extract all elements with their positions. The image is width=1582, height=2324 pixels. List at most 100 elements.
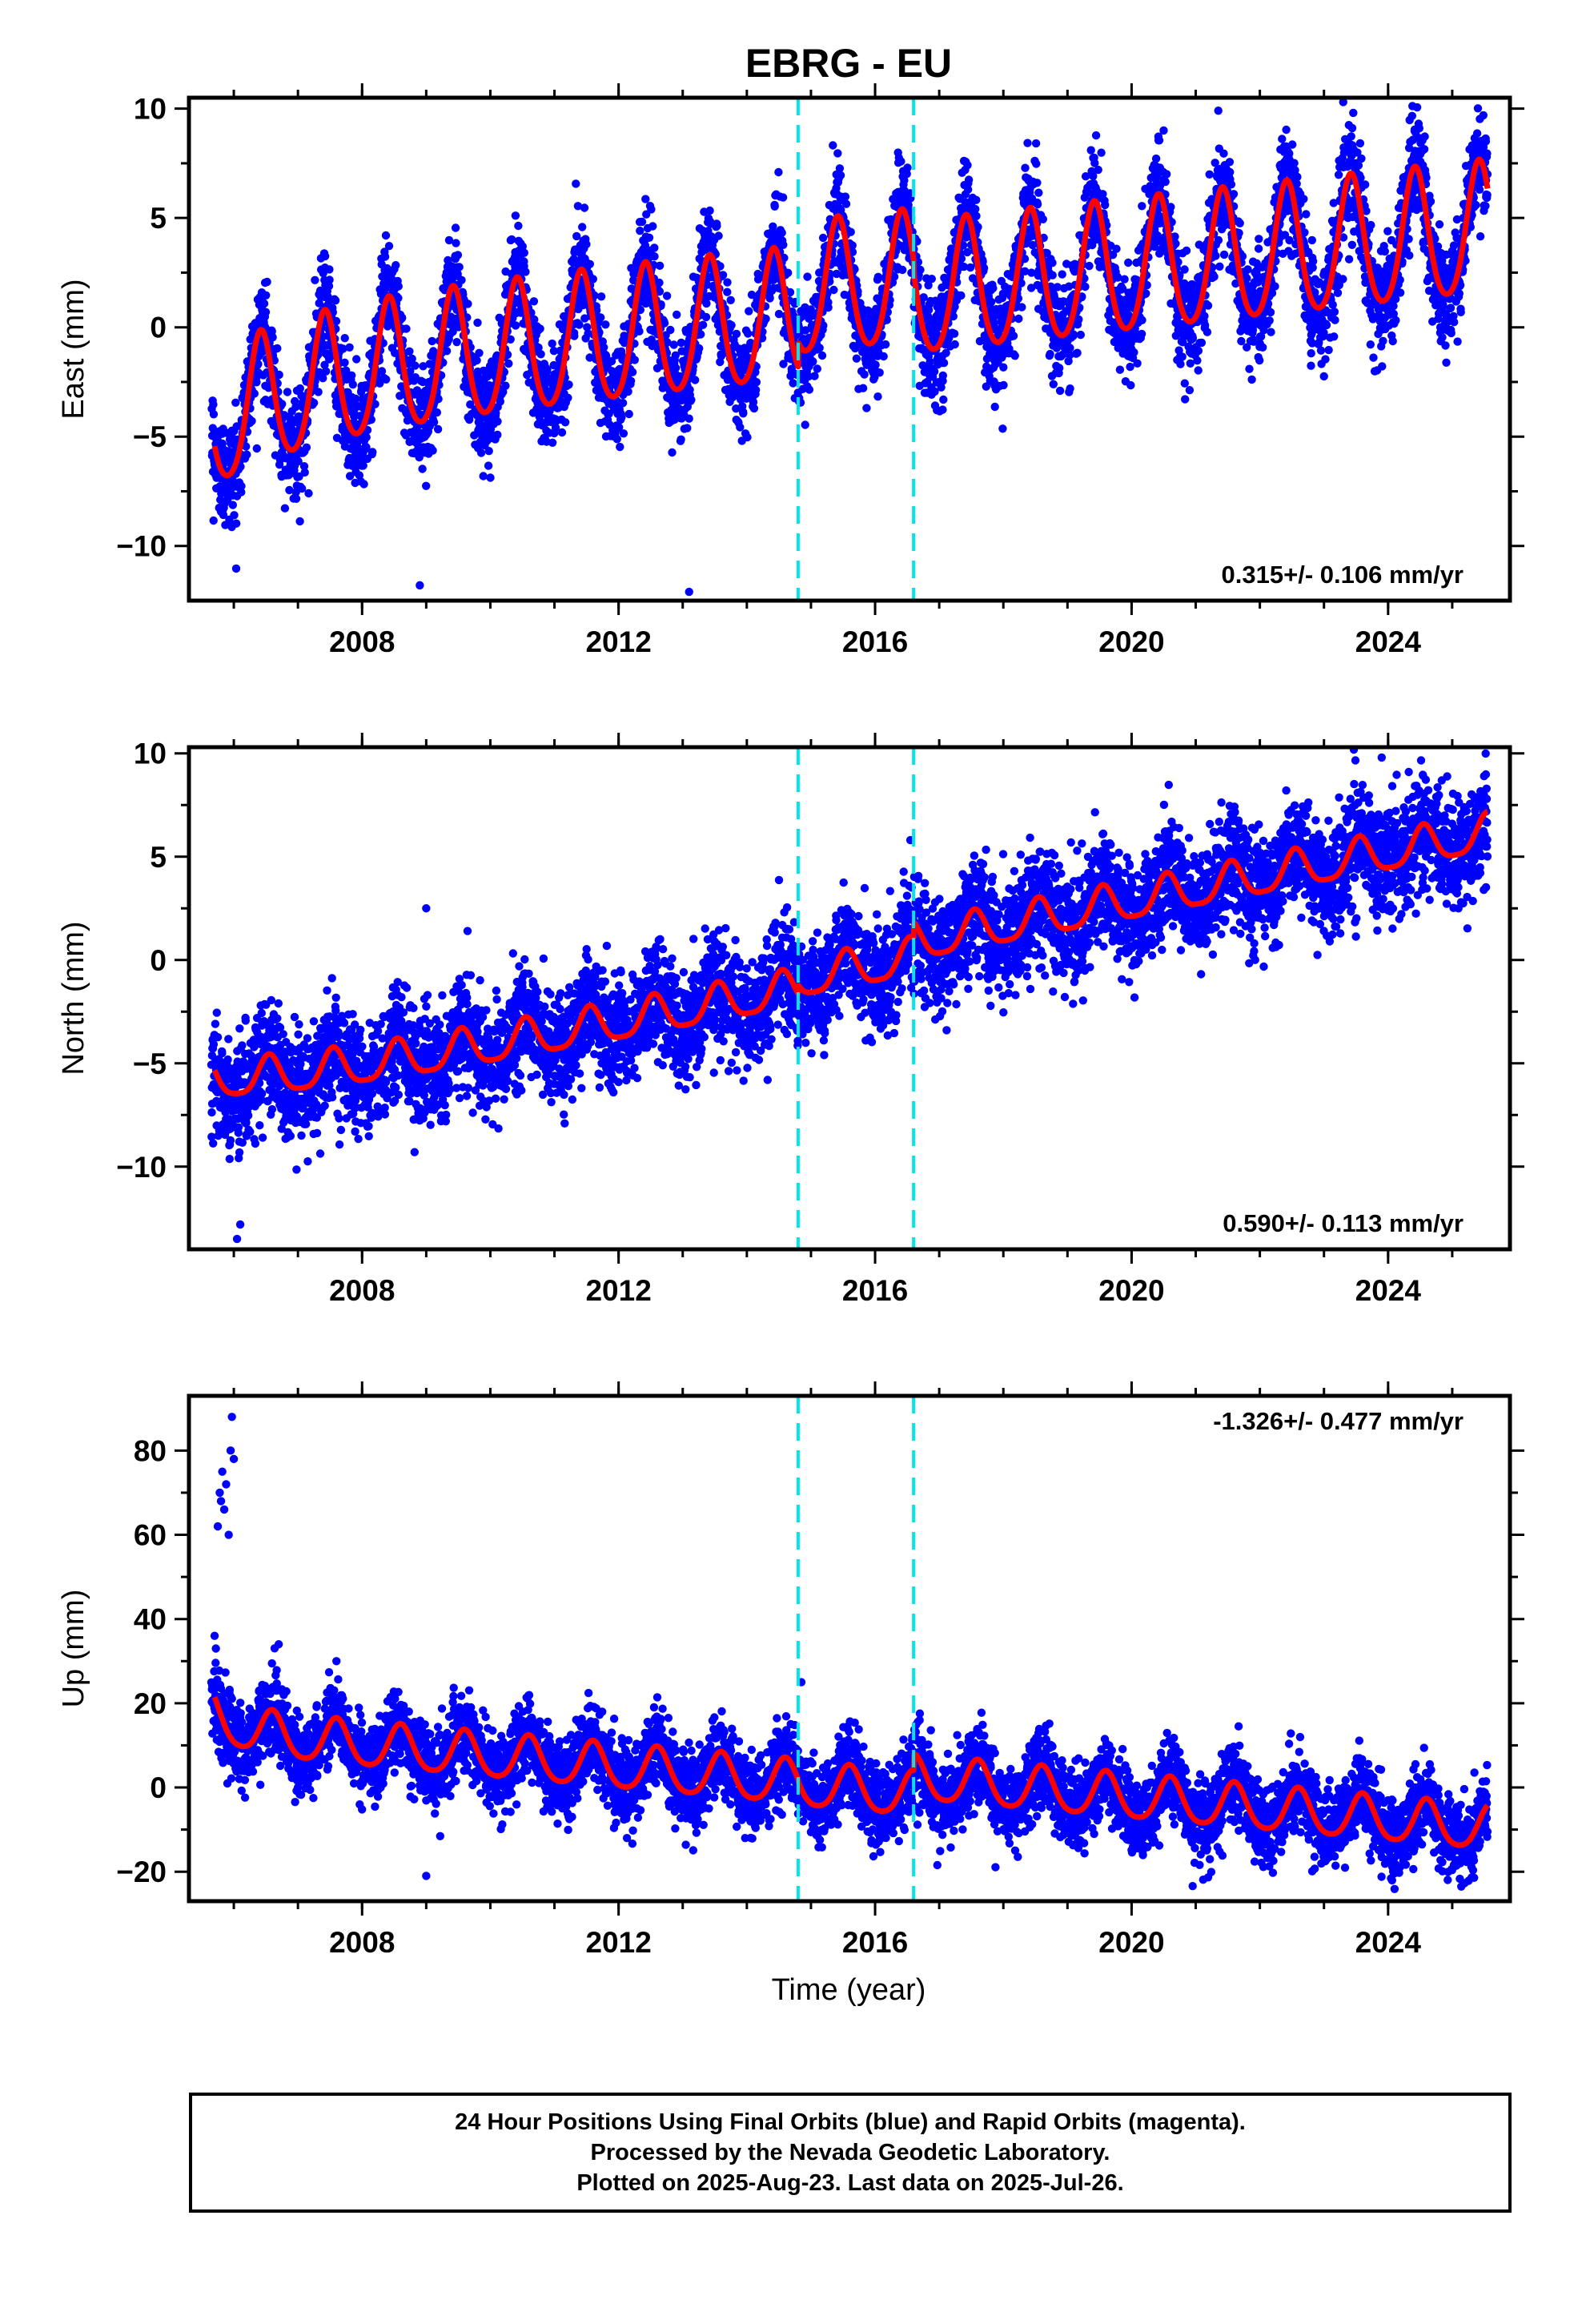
data-point — [283, 388, 292, 396]
data-point — [752, 378, 761, 387]
data-point — [520, 248, 528, 257]
data-point — [486, 473, 495, 482]
data-point — [262, 291, 271, 300]
data-point — [324, 282, 334, 291]
data-point — [1073, 348, 1082, 357]
data-point — [687, 396, 696, 404]
data-point — [612, 435, 621, 444]
data-point — [829, 285, 838, 295]
data-point — [784, 268, 793, 277]
data-point — [1203, 301, 1213, 310]
data-point — [974, 223, 982, 231]
data-point — [779, 240, 788, 249]
data-point — [285, 485, 294, 495]
data-point — [218, 439, 227, 448]
data-point — [267, 327, 276, 336]
data-point — [444, 235, 454, 245]
data-point — [1194, 346, 1203, 356]
data-point — [803, 272, 812, 281]
data-point — [1094, 165, 1102, 175]
data-point — [751, 385, 761, 395]
data-point — [1018, 303, 1026, 312]
data-point — [718, 271, 728, 279]
data-point — [778, 193, 788, 202]
data-point — [852, 354, 861, 363]
data-point — [557, 428, 567, 437]
data-point — [624, 387, 632, 396]
data-point — [429, 418, 439, 427]
data-point — [1081, 282, 1090, 292]
data-point — [618, 399, 628, 408]
data-point — [938, 405, 947, 414]
data-point — [319, 374, 327, 383]
data-point — [457, 275, 466, 284]
data-point — [637, 217, 647, 227]
data-point — [252, 378, 261, 387]
data-point — [453, 269, 462, 279]
data-point — [564, 393, 572, 402]
data-point — [304, 489, 313, 498]
data-point — [1193, 356, 1202, 365]
data-point — [473, 372, 483, 381]
data-point — [1151, 154, 1161, 163]
data-point — [1074, 315, 1083, 324]
data-point — [1126, 380, 1135, 390]
data-point — [273, 344, 282, 353]
data-point — [548, 438, 557, 447]
data-point — [261, 308, 271, 316]
data-point — [1076, 330, 1086, 340]
data-point — [668, 448, 677, 457]
data-point — [777, 228, 786, 237]
data-point — [624, 409, 633, 419]
data-point — [402, 324, 411, 333]
data-point — [228, 476, 237, 485]
data-point — [813, 364, 821, 373]
data-point — [380, 252, 390, 261]
data-point — [345, 343, 354, 352]
data-point — [291, 402, 300, 412]
data-point — [428, 336, 436, 346]
data-point — [263, 277, 271, 287]
data-point — [418, 464, 427, 473]
data-point — [536, 350, 545, 359]
data-point — [250, 389, 259, 398]
data-point — [564, 380, 573, 389]
data-point — [359, 461, 367, 470]
data-point — [617, 413, 626, 422]
data-point — [434, 395, 443, 404]
data-point — [1033, 179, 1042, 187]
data-point — [732, 329, 741, 339]
data-point — [536, 324, 544, 333]
data-point — [1176, 360, 1185, 368]
data-point — [484, 447, 493, 456]
data-point — [723, 287, 732, 296]
data-point — [881, 340, 890, 349]
data-point — [493, 430, 502, 440]
data-point — [1115, 365, 1125, 374]
data-point — [1161, 177, 1170, 187]
data-point — [964, 175, 974, 184]
data-point — [242, 442, 251, 451]
data-point — [745, 307, 753, 316]
data-point — [254, 360, 263, 368]
data-point — [580, 203, 589, 212]
data-point — [529, 297, 539, 306]
data-point — [1126, 362, 1134, 372]
data-point — [311, 275, 319, 284]
data-point — [655, 278, 664, 287]
data-point — [1066, 384, 1074, 393]
data-point — [428, 446, 437, 455]
data-point — [972, 211, 981, 220]
data-point — [511, 321, 520, 330]
data-point — [1188, 333, 1198, 343]
data-point — [367, 415, 375, 424]
data-point — [350, 412, 359, 421]
data-point — [1205, 170, 1214, 179]
data-point — [1138, 316, 1146, 324]
data-point — [873, 392, 882, 401]
data-point — [352, 355, 361, 364]
data-point — [278, 400, 287, 408]
data-point — [698, 320, 708, 329]
data-point — [294, 456, 303, 466]
data-point — [1194, 366, 1203, 375]
